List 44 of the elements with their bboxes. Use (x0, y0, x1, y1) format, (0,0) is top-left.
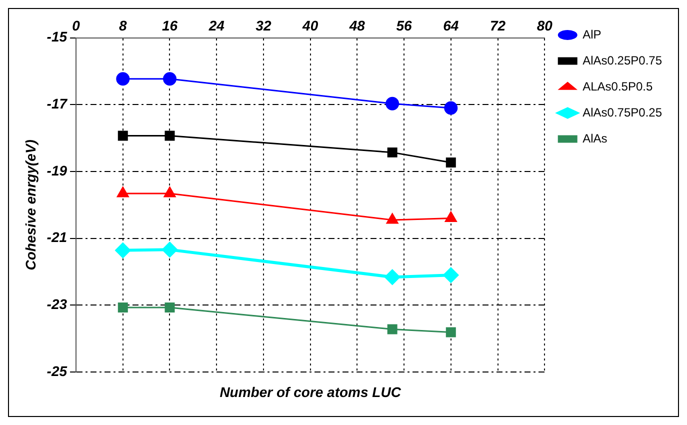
x-axis-title: Number of core atoms LUC (220, 384, 402, 400)
y-tick-label: -17 (46, 96, 68, 112)
point (116, 186, 129, 198)
x-tick-label: 16 (162, 17, 178, 34)
point (384, 270, 400, 285)
point (387, 147, 398, 158)
point (387, 324, 398, 334)
y-tick-label: -19 (46, 162, 68, 178)
point (446, 157, 456, 168)
y-tick-label: -21 (46, 229, 68, 246)
point (164, 186, 176, 198)
y-tick-label: -25 (46, 362, 68, 379)
y-tick-label: -15 (46, 28, 68, 45)
x-tick-label: 8 (118, 17, 127, 34)
legend-label: AlAs0.75P0.25 (582, 105, 662, 120)
legend-label: AlAs0.25P0.75 (582, 53, 662, 68)
y-tick-label: -23 (46, 296, 68, 312)
point (163, 72, 176, 86)
point (162, 242, 178, 258)
point (386, 213, 398, 224)
x-tick-label: 48 (348, 17, 366, 34)
legend-label: AlP (582, 27, 602, 42)
x-tick-label: 40 (302, 17, 318, 34)
point (164, 130, 175, 141)
point (443, 268, 458, 283)
point (386, 96, 400, 110)
point (446, 327, 456, 338)
point (118, 130, 128, 141)
x-tick-label: 0 (72, 17, 80, 34)
x-tick-label: 80 (536, 17, 553, 34)
y-axis-title: Cohesive enrgy(eV) (22, 139, 38, 270)
x-tick-label: 64 (443, 17, 459, 34)
legend-label: ALAs0.5P0.5 (582, 79, 653, 94)
legend-label: AlAs (582, 131, 608, 146)
point (115, 242, 130, 258)
x-tick-label: 72 (490, 17, 506, 34)
point (118, 302, 128, 312)
point (116, 72, 130, 86)
point (444, 101, 458, 115)
x-tick-label: 24 (208, 17, 225, 34)
x-tick-label: 56 (396, 17, 412, 34)
point (444, 212, 457, 222)
point (164, 302, 175, 312)
x-tick-label: 32 (256, 17, 272, 34)
